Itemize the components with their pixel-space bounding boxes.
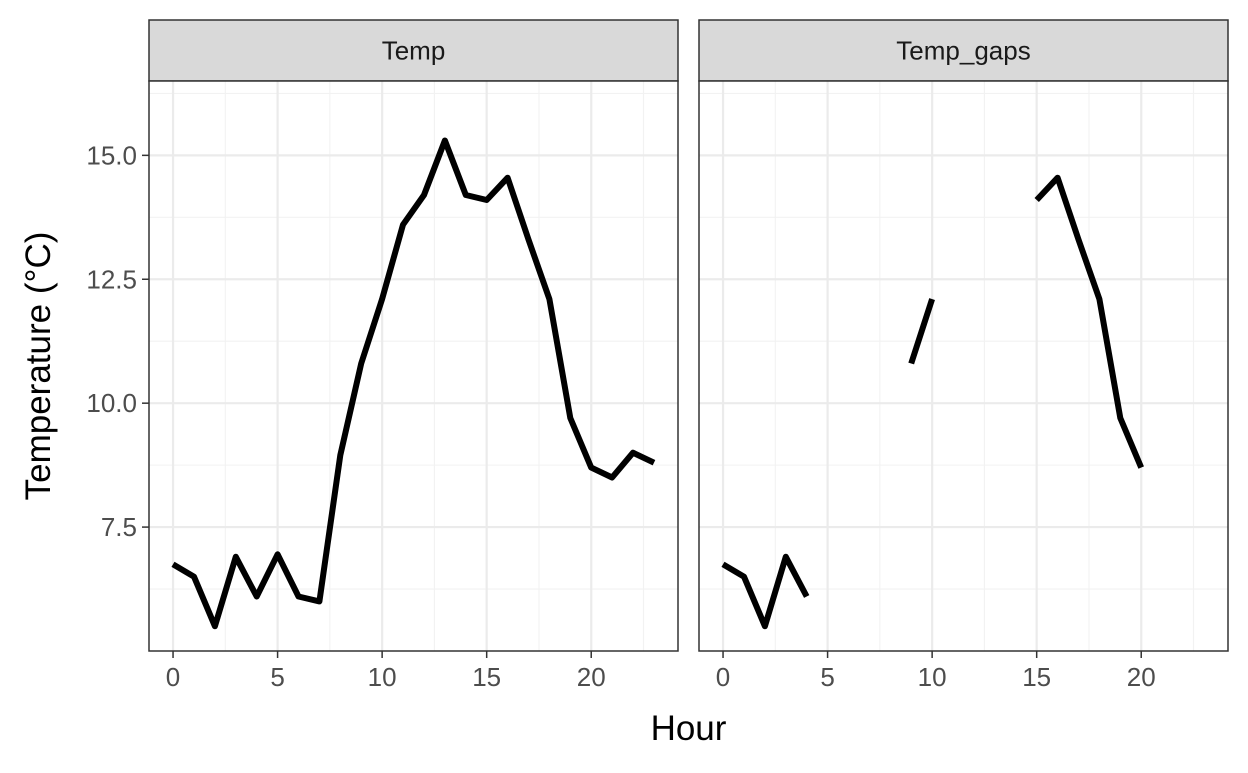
- facet-strip-1: [148, 19, 679, 82]
- y-tick-label: 12.5: [86, 264, 137, 294]
- y-tick-label: 10.0: [86, 388, 137, 418]
- y-axis-title: Temperature (°C): [19, 232, 58, 501]
- x-tick-label: 0: [166, 662, 180, 692]
- x-tick-label: 0: [716, 662, 730, 692]
- y-tick-label: 15.0: [86, 140, 137, 170]
- series-line-1-1: [171, 137, 656, 630]
- x-tick-label: 20: [577, 662, 606, 692]
- facet-strip-label: Temp_gaps: [896, 36, 1030, 66]
- x-tick-label: 10: [368, 662, 397, 692]
- panel-background: [149, 81, 678, 651]
- x-axis-title: Hour: [651, 709, 727, 748]
- series-line-2-1: [721, 553, 810, 630]
- x-tick-label: 5: [820, 662, 834, 692]
- panel-border: [148, 80, 679, 652]
- x-tick-label: 15: [472, 662, 501, 692]
- y-tick-label: 7.5: [101, 512, 137, 542]
- facet-strip-label: Temp: [382, 36, 446, 66]
- panel-border: [698, 80, 1229, 652]
- series-line-2-2: [908, 298, 935, 365]
- series-line-2-3: [1034, 174, 1144, 469]
- x-tick-label: 20: [1127, 662, 1156, 692]
- panel-background: [699, 81, 1228, 651]
- x-tick-label: 15: [1022, 662, 1051, 692]
- x-tick-label: 10: [918, 662, 947, 692]
- x-tick-label: 5: [270, 662, 284, 692]
